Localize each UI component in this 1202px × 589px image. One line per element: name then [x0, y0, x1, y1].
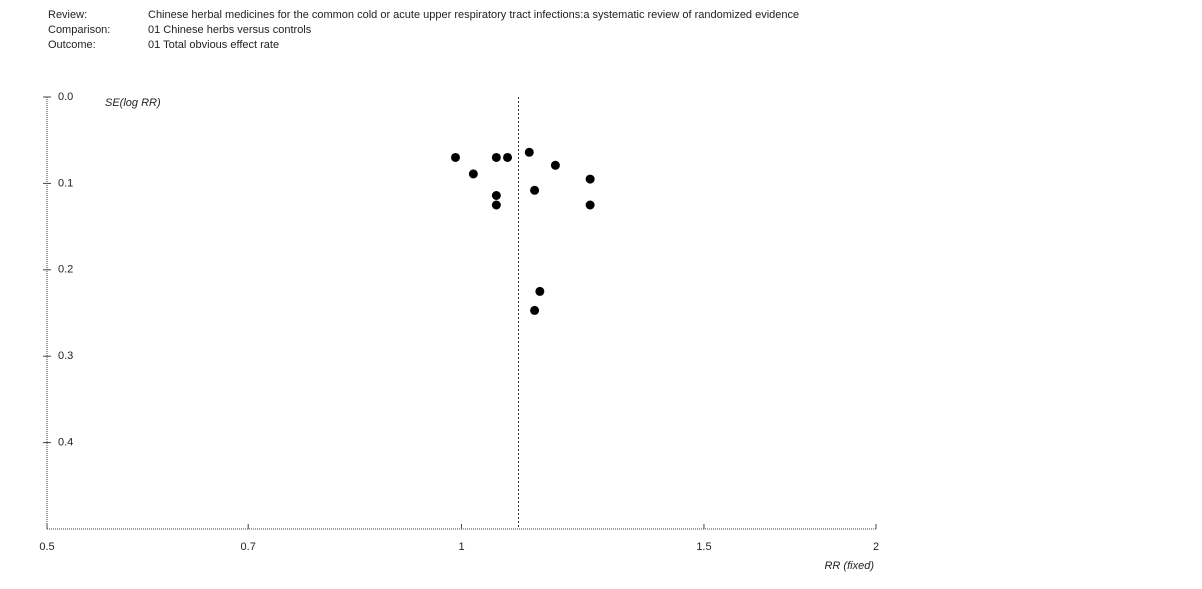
header-value: Chinese herbal medicines for the common … — [148, 9, 799, 21]
y-axis-label: SE(log RR) — [105, 97, 161, 109]
header-label: Comparison: — [48, 24, 110, 36]
y-tick-label: 0.0 — [58, 91, 73, 103]
point — [530, 185, 540, 195]
x-tick-label: 1.5 — [696, 541, 711, 553]
point — [491, 190, 501, 200]
point — [503, 152, 513, 162]
x-axis-label: RR (fixed) — [824, 560, 874, 572]
point — [491, 152, 501, 162]
point — [550, 160, 560, 170]
point — [585, 200, 595, 210]
header-label: Review: — [48, 9, 87, 21]
y-tick-label: 0.4 — [58, 437, 73, 449]
point — [491, 200, 501, 210]
point — [535, 286, 545, 296]
point — [450, 152, 460, 162]
point — [530, 305, 540, 315]
y-tick-label: 0.3 — [58, 350, 73, 362]
point — [468, 169, 478, 179]
header-value: 01 Chinese herbs versus controls — [148, 24, 312, 36]
x-tick-label: 0.7 — [241, 541, 256, 553]
y-tick-label: 0.1 — [58, 177, 73, 189]
y-tick-label: 0.2 — [58, 264, 73, 276]
x-tick-label: 2 — [873, 541, 879, 553]
point — [585, 174, 595, 184]
x-tick-label: 1 — [458, 541, 464, 553]
point — [524, 147, 534, 157]
x-tick-label: 0.5 — [39, 541, 54, 553]
header-label: Outcome: — [48, 39, 96, 51]
header-value: 01 Total obvious effect rate — [148, 39, 279, 51]
